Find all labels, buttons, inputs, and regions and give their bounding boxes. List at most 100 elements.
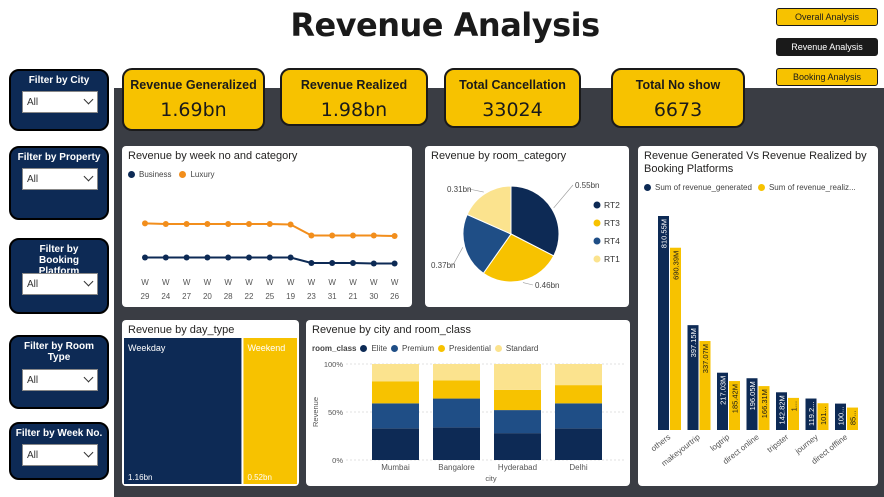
- data-point: [204, 254, 211, 261]
- legend-premium: Premium: [402, 344, 435, 353]
- chevron-down-icon: [83, 447, 94, 458]
- kpi-realized-label: Revenue Realized: [300, 78, 408, 92]
- platform-chart-legend: Sum of revenue_generated Sum of revenue_…: [644, 183, 856, 192]
- property-filter-dropdown[interactable]: All: [22, 168, 98, 190]
- data-point: [266, 254, 273, 261]
- x-tick-label-w: W: [391, 278, 399, 287]
- x-tick-label-w: W: [349, 278, 357, 287]
- week-filter-dropdown[interactable]: All: [22, 444, 98, 466]
- data-point: [308, 260, 315, 266]
- city-chart-panel: Revenue by city and room_class room_clas…: [306, 320, 630, 486]
- x-tick-label-num: 24: [161, 292, 170, 301]
- platform-bar: [835, 403, 846, 430]
- platform-bar: [658, 216, 669, 430]
- week-filter-label: Filter by Week No.: [15, 428, 103, 439]
- week-filter-card: Filter by Week No. All: [9, 422, 109, 480]
- legend-dot: [593, 219, 601, 227]
- room-category-pie: 0.55bn 0.46bn 0.37bn 0.31bn RT2 RT3 RT4 RT1: [431, 181, 620, 290]
- platform-bar: [717, 372, 728, 430]
- bar-data-label: 217.03M: [719, 376, 728, 405]
- platform-bar: [817, 403, 829, 430]
- data-point: [308, 232, 315, 239]
- legend-realized: Sum of revenue_realiz...: [768, 183, 856, 192]
- x-tick-label-num: 27: [182, 292, 191, 301]
- property-filter-value: All: [27, 174, 39, 185]
- revenue-analysis-button[interactable]: Revenue Analysis: [776, 38, 878, 56]
- x-tick-label: Delhi: [569, 463, 587, 472]
- bar-data-label: 119.2...: [807, 402, 816, 426]
- x-tick-label-w: W: [370, 278, 378, 287]
- city-chart-title: Revenue by city and room_class: [312, 324, 471, 336]
- x-tick-label: Hyderabad: [498, 463, 537, 472]
- kpi-realized-value: 1.98bn: [320, 99, 388, 121]
- data-point: [350, 232, 356, 239]
- bar-data-label: 85...: [849, 411, 858, 426]
- x-tick-label-w: W: [224, 278, 232, 287]
- week-chart-panel: Revenue by week no and category Business…: [122, 146, 412, 307]
- x-tick-label-num: 28: [224, 292, 233, 301]
- city-stacked-chart: 0% 50% 100% Mumbai Bangalore Hyderabad Delhi ci…: [311, 360, 624, 483]
- legend-elite: Elite: [371, 344, 388, 353]
- data-point: [225, 220, 232, 227]
- data-point: [142, 220, 148, 227]
- room-filter-dropdown[interactable]: All: [22, 369, 98, 391]
- room-filter-label: Filter by Room Type: [23, 341, 94, 363]
- legend-dot: [757, 184, 765, 191]
- platform-bar: [776, 392, 787, 430]
- kpi-revenue-realized: Revenue Realized 1.98bn: [280, 68, 428, 126]
- chevron-down-icon: [83, 372, 94, 383]
- bar-data-label: 397.15M: [689, 328, 698, 357]
- data-point: [225, 254, 232, 261]
- x-tick-label-num: 23: [307, 292, 316, 301]
- stacked-segment-premium: [494, 410, 541, 434]
- stacked-segment-elite: [494, 433, 541, 460]
- x-tick-label-w: W: [245, 278, 253, 287]
- bar-data-label: 810.55M: [660, 219, 669, 248]
- data-point: [329, 232, 336, 239]
- platform-bar: [847, 407, 858, 430]
- platform-chart-title: Revenue Generated Vs Revenue Realized by…: [644, 150, 867, 175]
- kpi-generated-label: Revenue Generalized: [130, 78, 257, 92]
- pie-leader-line: [452, 247, 464, 266]
- x-tick-label-w: W: [204, 278, 212, 287]
- tile-category-label: Weekday: [128, 343, 166, 353]
- legend-dot: [391, 345, 399, 352]
- booking-analysis-button[interactable]: Booking Analysis: [776, 68, 878, 86]
- stacked-segment-presidential: [372, 381, 419, 404]
- x-axis-title: city: [485, 474, 497, 483]
- y-tick-label: 0%: [332, 456, 343, 465]
- platform-bar: [805, 398, 817, 430]
- bar-data-label: 142.82M: [778, 395, 787, 424]
- kpi-noshow-value: 6673: [653, 99, 703, 121]
- x-tick-label-w: W: [266, 278, 274, 287]
- kpi-cancellation-value: 33024: [482, 99, 543, 121]
- legend-dot: [128, 171, 135, 178]
- chevron-down-icon: [83, 94, 94, 105]
- legend-dot: [179, 171, 187, 178]
- platform-bar: [729, 381, 740, 430]
- overall-analysis-button[interactable]: Overall Analysis: [776, 8, 878, 26]
- stacked-segment-standard: [555, 364, 602, 386]
- city-filter-dropdown[interactable]: All: [22, 91, 98, 113]
- platform-filter-value: All: [27, 279, 39, 290]
- legend-business: Business: [139, 170, 172, 179]
- data-point: [391, 260, 398, 267]
- daytype-chart-title: Revenue by day_type: [128, 324, 235, 336]
- data-point: [162, 254, 169, 261]
- pie-data-label: 0.55bn: [575, 181, 599, 190]
- kpi-cancellation-label: Total Cancellation: [459, 78, 566, 92]
- room-filter-value: All: [27, 375, 39, 386]
- stacked-segment-premium: [555, 403, 602, 429]
- pie-leader-line: [468, 188, 484, 193]
- data-point: [370, 232, 377, 239]
- legend-dot: [593, 255, 601, 263]
- x-tick-label: Mumbai: [381, 463, 410, 472]
- bar-data-label: 196.05M: [748, 381, 757, 410]
- platform-filter-dropdown[interactable]: All: [22, 273, 98, 295]
- data-point: [391, 233, 398, 240]
- x-tick-label-w: W: [183, 278, 191, 287]
- bar-data-label: 337.07M: [701, 344, 710, 373]
- data-point: [162, 220, 169, 227]
- legend-dot: [593, 237, 601, 245]
